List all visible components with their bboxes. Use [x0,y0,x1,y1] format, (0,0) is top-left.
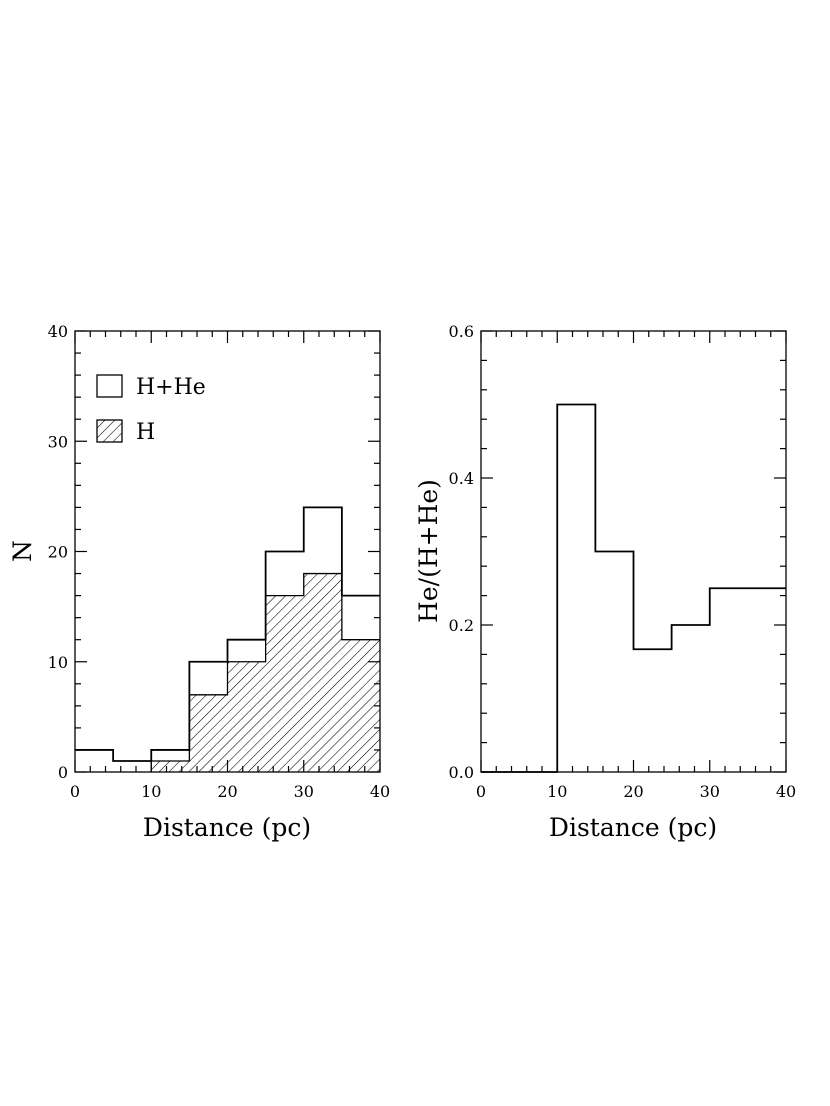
right-y-tick-labels: 0.0 0.2 0.4 0.6 [449,322,474,782]
h-bar [227,661,266,772]
y-tick-label: 10 [48,653,68,672]
left-y-tick-labels: 0 10 20 30 40 [48,322,68,782]
h-he-series-step-line [75,506,380,762]
h-bar [189,694,228,772]
legend-swatch-h-he [96,374,123,398]
right-panel: 0 10 20 30 40 0.0 0.2 0.4 0.6 Distance (pc) He/… [414,322,796,842]
y-tick-label: 30 [48,432,68,451]
x-tick-label: 10 [141,782,161,801]
y-tick-label: 0.0 [449,763,474,782]
right-x-tick-labels: 0 10 20 30 40 [476,782,796,801]
left-y-axis-label: N [8,540,37,562]
right-x-axis-label: Distance (pc) [549,813,717,842]
h-bar [303,573,342,772]
x-tick-label: 0 [476,782,486,801]
x-tick-label: 0 [70,782,80,801]
x-tick-label: 40 [370,782,390,801]
x-tick-label: 20 [217,782,237,801]
x-tick-label: 30 [294,782,314,801]
x-tick-label: 10 [547,782,567,801]
h-series-hatched-bars [151,573,380,772]
y-tick-label: 40 [48,322,68,341]
y-tick-label: 0.6 [449,322,474,341]
h-bar [151,760,190,772]
left-panel: 0 10 20 30 40 0 10 20 30 40 H+He H Distance (pc)… [8,322,390,842]
x-tick-label: 40 [776,782,796,801]
legend-label-h-he: H+He [136,375,206,400]
y-tick-label: 20 [48,543,68,562]
y-tick-label: 0 [58,763,68,782]
x-tick-label: 20 [623,782,643,801]
left-axis-ticks [74,330,381,773]
left-x-axis-label: Distance (pc) [143,813,311,842]
right-axis-ticks [480,330,787,773]
legend-label-h: H [136,420,155,445]
right-y-axis-label: He/(H+He) [414,479,443,623]
legend-swatch-h [96,419,123,443]
y-tick-label: 0.4 [449,469,474,488]
ratio-step-line [481,403,786,773]
x-tick-label: 30 [700,782,720,801]
y-tick-label: 0.2 [449,616,474,635]
h-bar [265,595,304,772]
left-x-tick-labels: 0 10 20 30 40 [70,782,390,801]
legend: H+He H [96,374,206,445]
